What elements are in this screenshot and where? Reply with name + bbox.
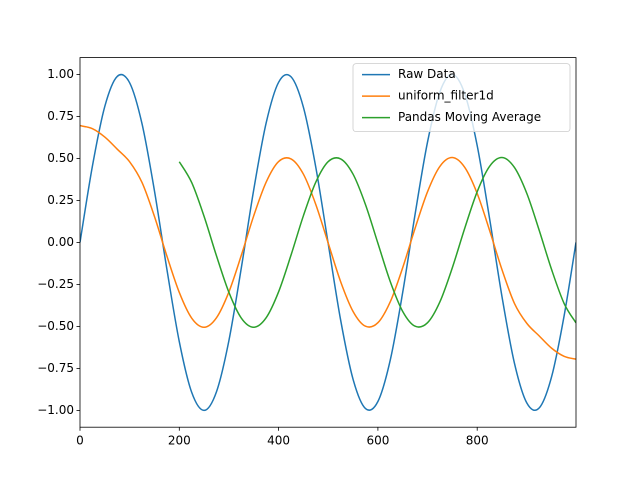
y-tick-label: 0.75 [47,109,74,123]
y-tick-label: −0.75 [37,361,74,375]
x-tick-label: 600 [366,434,389,448]
y-tick-label: 0.50 [47,151,74,165]
y-tick-label: 1.00 [47,67,74,81]
y-tick-label: 0.00 [47,235,74,249]
legend-label: Raw Data [398,67,456,81]
x-tick-label: 0 [76,434,84,448]
data-line [178,156,576,328]
legend-box [352,63,571,132]
y-tick-label: −0.50 [37,319,74,333]
y-tick-label: −0.25 [37,277,74,291]
x-tick-label: 800 [466,434,489,448]
data-line [80,124,576,360]
legend-label: uniform_filter1d [398,89,494,103]
plot-frame [79,57,577,428]
legend-label: Pandas Moving Average [398,110,541,124]
y-tick-label: 0.25 [47,193,74,207]
y-tick-label: −1.00 [37,403,74,417]
x-tick-label: 400 [267,434,290,448]
x-tick-label: 200 [168,434,191,448]
